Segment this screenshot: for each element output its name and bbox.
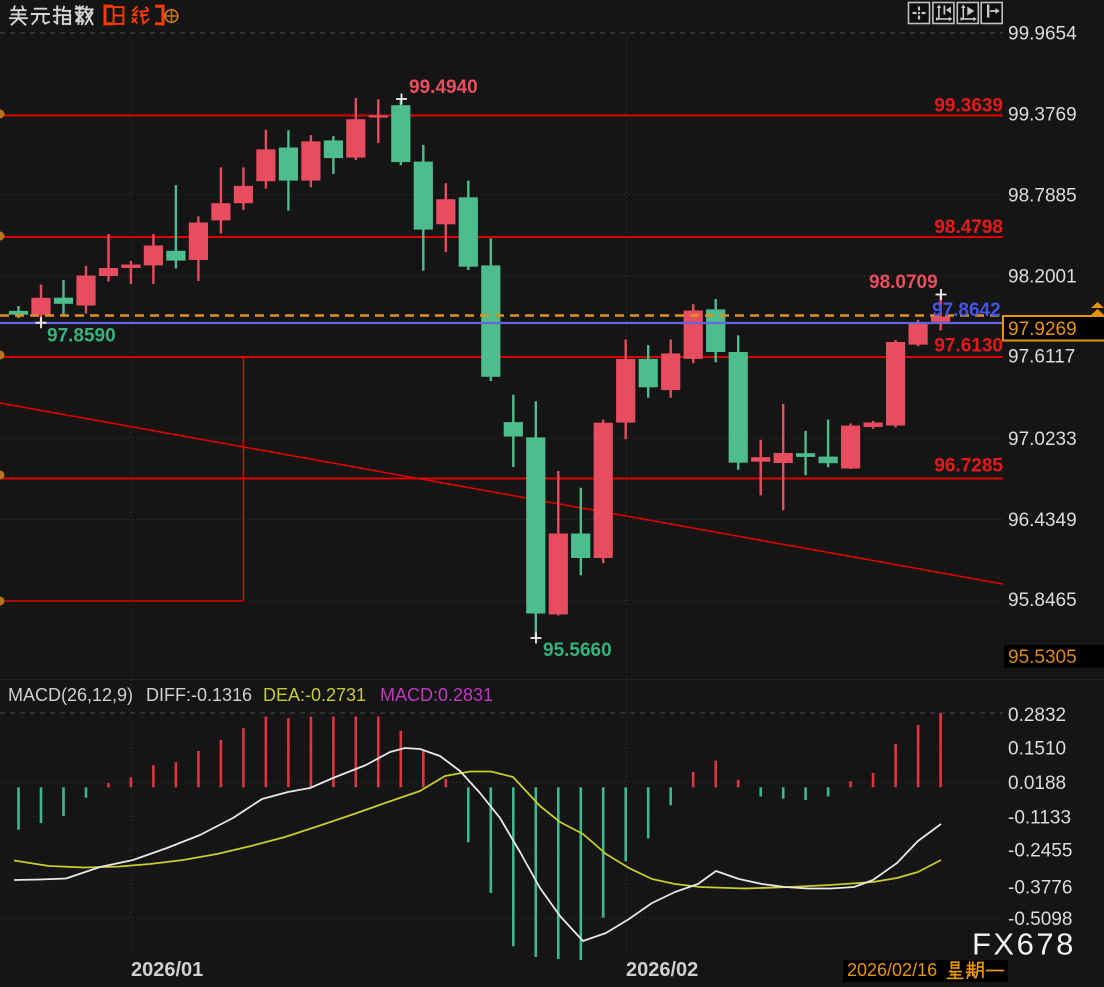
svg-text:96.7285: 96.7285 [934,456,1003,477]
svg-text:0.1510: 0.1510 [1008,738,1066,759]
svg-text:97.9269: 97.9269 [1008,319,1077,340]
svg-text:2026/01: 2026/01 [131,959,203,981]
svg-text:98.7885: 98.7885 [1008,185,1077,206]
svg-text:2026/02/16: 2026/02/16 [847,960,937,980]
svg-text:99.9654: 99.9654 [1008,24,1077,45]
svg-text:97.0233: 97.0233 [1008,429,1077,450]
svg-text:97.8590: 97.8590 [47,326,116,347]
svg-text:99.3639: 99.3639 [934,96,1003,117]
svg-text:98.2001: 98.2001 [1008,267,1077,288]
svg-text:MACD:0.2831: MACD:0.2831 [380,685,493,705]
svg-text:98.4798: 98.4798 [934,217,1003,238]
svg-text:97.8642: 97.8642 [932,300,1001,321]
svg-text:0.2832: 0.2832 [1008,705,1066,726]
svg-text:95.5660: 95.5660 [543,640,612,661]
svg-text:-0.2455: -0.2455 [1008,841,1072,862]
svg-text:MACD(26,12,9): MACD(26,12,9) [8,685,133,705]
svg-text:96.4349: 96.4349 [1008,510,1077,531]
svg-text:99.3769: 99.3769 [1008,104,1077,125]
svg-text:97.6130: 97.6130 [934,336,1003,357]
svg-text:95.5305: 95.5305 [1008,647,1077,668]
svg-text:98.0709: 98.0709 [869,272,938,293]
svg-text:2026/02: 2026/02 [626,959,698,981]
svg-text:FX678: FX678 [972,927,1076,962]
svg-text:-0.3776: -0.3776 [1008,878,1072,899]
svg-text:0.0188: 0.0188 [1008,773,1066,794]
svg-text:95.8465: 95.8465 [1008,590,1077,611]
svg-text:DEA:-0.2731: DEA:-0.2731 [263,685,366,705]
svg-text:DIFF:-0.1316: DIFF:-0.1316 [146,685,252,705]
svg-text:97.6117: 97.6117 [1008,346,1075,367]
svg-text:-0.1133: -0.1133 [1008,807,1071,828]
svg-text:99.4940: 99.4940 [409,77,478,98]
